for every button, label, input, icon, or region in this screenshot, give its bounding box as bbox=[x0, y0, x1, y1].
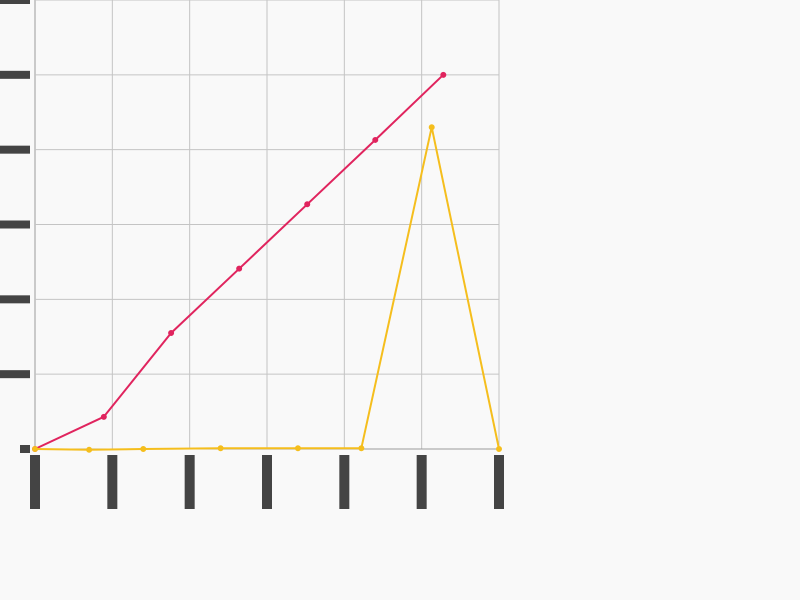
data-point bbox=[304, 201, 311, 208]
y-tick-label bbox=[0, 370, 30, 379]
x-tick-label bbox=[30, 455, 40, 509]
y-tick-label bbox=[0, 220, 30, 229]
x-tick-label bbox=[339, 455, 350, 509]
data-point bbox=[496, 446, 502, 452]
data-point bbox=[294, 445, 301, 452]
x-tick-label bbox=[416, 455, 427, 509]
series-1 bbox=[32, 71, 447, 452]
x-tick-label bbox=[184, 455, 195, 509]
series-line bbox=[34, 74, 444, 450]
data-point bbox=[140, 446, 147, 452]
series-line bbox=[34, 126, 500, 451]
data-point bbox=[428, 124, 435, 131]
data-point bbox=[358, 445, 365, 452]
y-tick-label bbox=[20, 445, 30, 453]
series-2 bbox=[32, 124, 502, 453]
y-tick-label bbox=[0, 145, 30, 154]
series-layer bbox=[32, 71, 502, 453]
x-tick-label bbox=[262, 455, 272, 509]
y-tick-label bbox=[0, 0, 30, 4]
data-point bbox=[217, 445, 224, 452]
data-point bbox=[168, 330, 175, 337]
data-point bbox=[32, 446, 38, 452]
x-tick-label bbox=[494, 455, 504, 509]
grid bbox=[34, 0, 500, 450]
data-point bbox=[86, 446, 93, 453]
data-point bbox=[236, 265, 243, 272]
data-point bbox=[100, 413, 107, 420]
data-point bbox=[372, 136, 379, 143]
y-tick-label bbox=[0, 295, 30, 304]
axes bbox=[0, 0, 504, 509]
data-point bbox=[440, 71, 447, 78]
y-tick-label bbox=[0, 70, 30, 79]
x-tick-label bbox=[107, 455, 118, 509]
